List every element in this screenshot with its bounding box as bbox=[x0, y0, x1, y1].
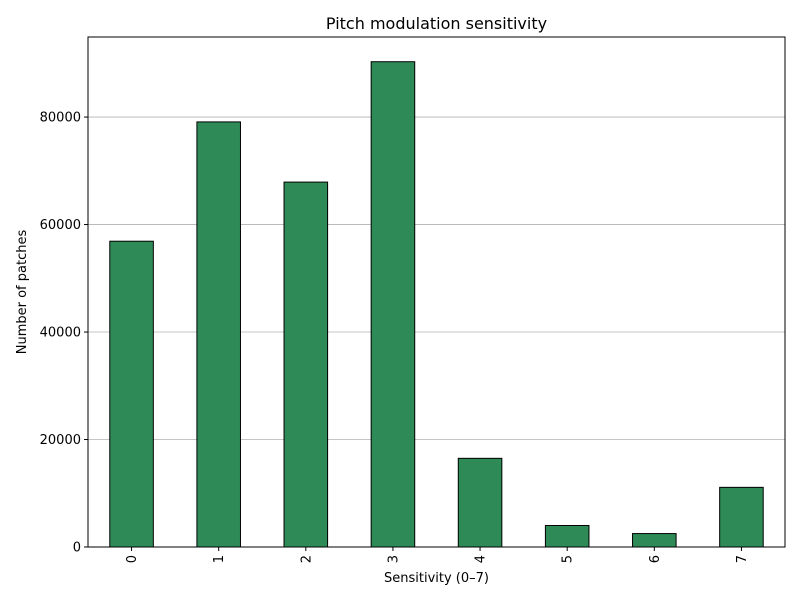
plot-area-frame bbox=[87, 36, 786, 548]
bar-2 bbox=[283, 181, 329, 548]
y-tick-label: 80000 bbox=[40, 111, 81, 126]
x-axis-ticks: 0 1 2 3 4 5 6 7 bbox=[125, 547, 750, 563]
y-tick-label: 0 bbox=[73, 541, 81, 556]
y-tick-label: 20000 bbox=[40, 433, 81, 448]
y-tick-label: 40000 bbox=[40, 326, 81, 341]
x-tick-label: 1 bbox=[212, 555, 227, 563]
bars bbox=[109, 61, 764, 548]
y-axis-ticks: 0 20000 40000 60000 80000 bbox=[40, 111, 88, 556]
bar-3 bbox=[370, 61, 416, 548]
x-tick-label: 6 bbox=[648, 555, 663, 563]
x-tick-label: 7 bbox=[735, 555, 750, 563]
bar-4 bbox=[457, 457, 503, 548]
chart-title: Pitch modulation sensitivity bbox=[326, 14, 547, 33]
bar-0 bbox=[109, 240, 154, 548]
x-axis-label: Sensitivity (0–7) bbox=[384, 571, 489, 586]
x-tick-label: 4 bbox=[474, 555, 489, 563]
bar-1 bbox=[196, 121, 241, 548]
bar-6 bbox=[632, 533, 677, 548]
y-tick-label: 60000 bbox=[40, 218, 81, 233]
bar-7 bbox=[719, 486, 764, 548]
x-tick-label: 0 bbox=[125, 555, 140, 563]
x-tick-label: 5 bbox=[561, 555, 576, 563]
bar-5 bbox=[544, 525, 590, 548]
grid-lines bbox=[88, 116, 785, 440]
x-tick-label: 2 bbox=[299, 555, 314, 563]
y-axis-label: Number of patches bbox=[15, 230, 30, 355]
x-tick-label: 3 bbox=[386, 555, 401, 563]
